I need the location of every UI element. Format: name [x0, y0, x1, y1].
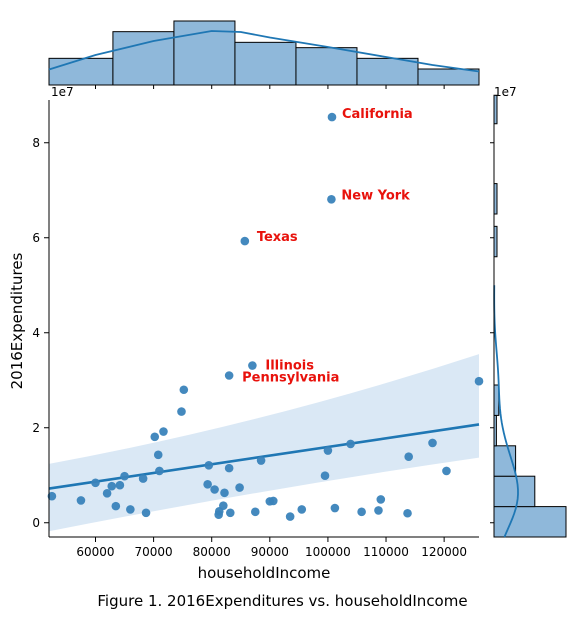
scatter-point	[177, 407, 186, 416]
state-label-pennsylvania: Pennsylvania	[242, 371, 339, 386]
scatter-point	[248, 361, 257, 370]
y-hist-bar	[493, 475, 536, 508]
scatter-point	[111, 501, 121, 511]
scatter-point	[376, 495, 386, 504]
scatter-point	[268, 496, 278, 506]
x-hist-bar	[112, 31, 175, 86]
x-tick-label: 110000	[363, 545, 409, 559]
scatter-point	[357, 507, 366, 517]
x-marginal-histogram	[48, 20, 480, 89]
y-tick-label: 4	[32, 326, 40, 340]
y-tick-label: 6	[32, 231, 40, 245]
scatter-point	[120, 471, 129, 481]
x-tick-label: 70000	[135, 545, 173, 559]
confidence-band	[49, 354, 479, 532]
scatter-point	[224, 463, 234, 473]
scatter-point	[47, 491, 57, 501]
scatter-point	[141, 508, 151, 518]
scatter-point	[219, 501, 228, 510]
state-label-new-york: New York	[341, 188, 410, 203]
scatter-point	[76, 496, 86, 505]
y-axis-label: 2016Expenditures	[8, 252, 26, 389]
x-hist-bar	[356, 57, 419, 86]
scatter-point	[91, 478, 100, 488]
scatter-point	[442, 466, 451, 476]
state-label-illinois: Illinois	[265, 359, 314, 374]
scatter-point	[107, 481, 117, 491]
state-annotations: California New York Texas IllinoisPennsylva…	[242, 107, 413, 385]
scatter-point	[403, 508, 412, 518]
x-kde-curve	[48, 30, 480, 73]
state-label-texas: Texas	[257, 230, 298, 245]
y-axis-offset-label: 1e7	[51, 85, 74, 99]
scatter-point	[323, 446, 333, 455]
x-hist-bar	[48, 57, 114, 86]
x-hist-bar	[234, 41, 297, 86]
x-hist-bar	[417, 68, 480, 86]
scatter-point	[126, 505, 135, 514]
scatter-point	[102, 489, 112, 498]
main-scatter-plot: California New York Texas IllinoisPennsylva…	[32, 100, 484, 559]
scatter-point	[374, 506, 383, 515]
scatter-point	[428, 438, 437, 448]
axes: 60000 70000 80000 90000 100000 110000 120000 0 2…	[32, 100, 479, 559]
scatter-point	[327, 112, 337, 122]
scatter-point	[153, 450, 163, 460]
scatter-point	[297, 505, 307, 514]
x-hist-bar	[295, 47, 358, 86]
scatter-point	[155, 466, 164, 476]
figure-caption: Figure 1. 2016Expenditures vs. household…	[97, 592, 468, 610]
x-marginal-offset-label: 1e7	[494, 85, 517, 99]
scatter-point	[256, 456, 266, 465]
scatter-point	[404, 452, 413, 462]
y-tick-label: 2	[32, 421, 40, 435]
scatter-point	[346, 439, 355, 449]
confidence-band-layer	[49, 354, 479, 532]
scatter-point	[327, 194, 336, 204]
y-tick-label: 0	[32, 516, 40, 530]
scatter-point	[285, 512, 295, 521]
scatter-point	[240, 236, 250, 246]
scatter-point	[225, 508, 235, 518]
x-tick-label: 80000	[193, 545, 231, 559]
scatter-point	[138, 474, 148, 483]
scatter-point	[210, 485, 219, 494]
y-marginal-histogram	[490, 94, 567, 538]
scatter-point	[320, 471, 330, 481]
scatter-point	[224, 371, 234, 380]
y-tick-label: 8	[32, 136, 40, 150]
x-tick-label: 90000	[251, 545, 289, 559]
scatter-point	[150, 432, 160, 442]
x-tick-label: 60000	[76, 545, 114, 559]
x-axis-label: householdIncome	[198, 564, 331, 582]
x-tick-label: 100000	[305, 545, 351, 559]
x-tick-label: 120000	[421, 545, 467, 559]
y-hist-bar	[493, 506, 567, 538]
scatter-point	[203, 479, 212, 489]
scatter-point	[204, 460, 214, 470]
state-label-california: California	[342, 107, 413, 122]
scatter-point	[115, 480, 125, 490]
scatter-point	[220, 488, 229, 498]
scatter-points	[47, 112, 484, 521]
scatter-point	[330, 503, 340, 513]
scatter-point	[179, 385, 189, 395]
scatter-point	[159, 427, 168, 436]
scatter-point	[250, 507, 260, 517]
scatter-point	[474, 376, 484, 386]
scatter-point	[235, 483, 244, 492]
y-kde-curve	[493, 285, 519, 538]
